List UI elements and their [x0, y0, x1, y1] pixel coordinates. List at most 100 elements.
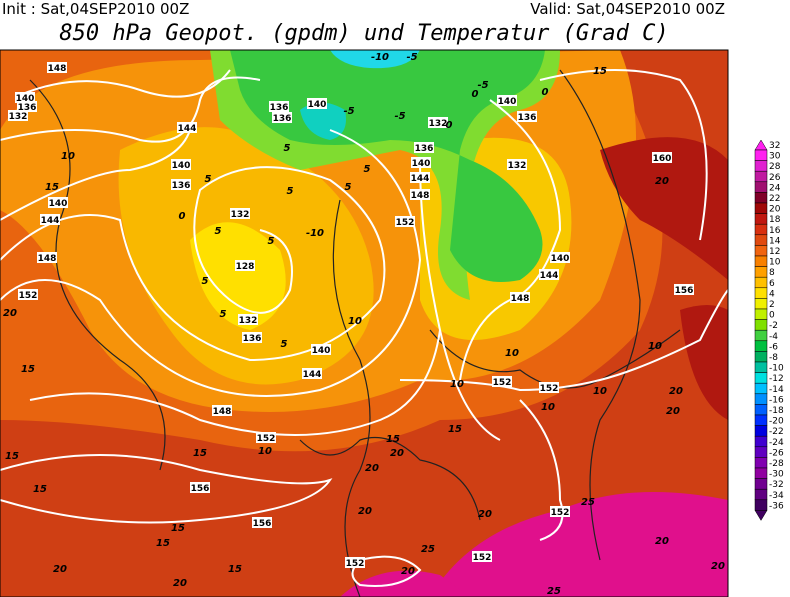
- colorbar-label: -10: [769, 364, 784, 374]
- geopotential-label: 132: [239, 316, 258, 326]
- temperature-label: 5: [215, 226, 222, 237]
- temperature-label: -5: [406, 52, 417, 63]
- temperature-label: 20: [711, 561, 725, 572]
- temperature-label: 0: [179, 211, 186, 222]
- temperature-label: -5: [394, 111, 405, 122]
- geopotential-label-box: [171, 179, 191, 190]
- geopotential-label: 148: [411, 191, 430, 201]
- temperature-label: 5: [364, 164, 371, 175]
- geopotential-label-box: [307, 98, 327, 109]
- temperature-label: 15: [228, 564, 242, 575]
- geopotential-label: 132: [231, 210, 250, 220]
- geopotential-label: 144: [411, 174, 430, 184]
- temperature-label: 15: [386, 434, 400, 445]
- colorbar-swatch: [754, 192, 768, 204]
- map-title: 850 hPa Geopot. (gpdm) und Temperatur (G…: [59, 21, 668, 46]
- colorbar-swatch: [754, 213, 768, 225]
- geopotential-label: 136: [415, 144, 434, 154]
- geopotential-label-box: [242, 332, 262, 343]
- colorbar-swatch: [754, 393, 768, 405]
- geopotential-label: 156: [191, 484, 210, 494]
- geopotential-label: 144: [41, 216, 60, 226]
- colorbar-label: -2: [769, 321, 778, 331]
- geopotential-label: 152: [540, 384, 559, 394]
- temperature-label: 20: [390, 448, 404, 459]
- colorbar-swatch: [754, 382, 768, 395]
- colorbar-label: -30: [769, 470, 784, 480]
- colorbar-swatch: [754, 404, 768, 416]
- colorbar-label: -26: [769, 448, 784, 458]
- colorbar-label: -28: [769, 459, 784, 469]
- geopotential-label: 128: [236, 262, 255, 272]
- geopotential-label-box: [269, 101, 289, 112]
- temperature-label: 5: [268, 236, 275, 247]
- colorbar-swatch: [754, 181, 768, 193]
- temperature-label: 15: [21, 364, 35, 375]
- temperature-label: 10: [450, 379, 464, 390]
- geopotential-label-box: [17, 101, 37, 112]
- temperature-label: 15: [593, 66, 607, 77]
- geopotential-label: 132: [429, 119, 448, 129]
- geopotential-label-box: [230, 208, 250, 219]
- temperature-label: 5: [284, 143, 291, 154]
- colorbar-label: -22: [769, 427, 784, 437]
- colorbar-swatch: [754, 234, 768, 246]
- geopotential-label: 156: [675, 286, 694, 296]
- temperature-label: 20: [358, 506, 372, 517]
- colorbar-label: 28: [769, 162, 781, 172]
- colorbar-swatch: [754, 414, 768, 426]
- temperature-label: 20: [401, 566, 415, 577]
- colorbar-label: 24: [769, 183, 781, 193]
- geopotential-label-box: [311, 344, 331, 355]
- temperature-label: -10: [306, 228, 324, 239]
- colorbar-swatch: [754, 446, 768, 458]
- geopotential-label: 152: [257, 434, 276, 444]
- geopotential-label: 136: [518, 113, 537, 123]
- temperature-label: 25: [581, 497, 595, 508]
- colorbar-label: -14: [769, 385, 784, 395]
- geopotential-label-box: [235, 260, 255, 271]
- valid-time: Valid: Sat,04SEP2010 00Z: [530, 0, 725, 18]
- temperature-label: 20: [655, 536, 669, 547]
- geopotential-label-box: [652, 152, 672, 163]
- geopotential-label-box: [550, 506, 570, 517]
- colorbar-swatch: [754, 149, 768, 161]
- geopotential-label: 140: [16, 94, 35, 104]
- geopotential-label: 136: [270, 103, 289, 113]
- colorbar-swatch: [754, 223, 768, 236]
- geopotential-label-box: [171, 159, 191, 170]
- colorbar-label: 8: [769, 268, 775, 278]
- geopotential-label-box: [238, 314, 258, 325]
- colorbar-label: 30: [769, 152, 781, 162]
- temperature-label: 10: [348, 316, 362, 327]
- temperature-label: 20: [655, 176, 669, 187]
- colorbar-label: 4: [769, 289, 775, 299]
- map-frame: [0, 49, 729, 597]
- geopotential-label: 152: [473, 553, 492, 563]
- geopotential-label-box: [507, 159, 527, 170]
- colorbar-label: 20: [769, 205, 781, 215]
- temperature-label: 20: [3, 308, 17, 319]
- contour-labels: 1481401361321441401361401441321281321361…: [3, 52, 725, 597]
- colorbar-label: 26: [769, 173, 781, 183]
- colorbar-label: -36: [769, 501, 784, 511]
- geopotential-label: 140: [412, 159, 431, 169]
- colorbar-label: 2: [769, 300, 775, 310]
- geopotential-label: 152: [346, 559, 365, 569]
- colorbar-swatch: [754, 276, 768, 289]
- temperature-label: 20: [478, 509, 492, 520]
- colorbar-label: 10: [769, 258, 781, 268]
- colorbar-label: 22: [769, 194, 780, 204]
- geopotential-label: 136: [172, 181, 191, 191]
- geopotential-label-box: [8, 110, 28, 121]
- temperature-label: 25: [421, 544, 435, 555]
- colorbar-label: 14: [769, 236, 781, 246]
- geopotential-label-box: [48, 197, 68, 208]
- geopotential-label: 148: [48, 64, 67, 74]
- temperature-label: 10: [593, 386, 607, 397]
- geopotential-label-box: [177, 122, 197, 133]
- colorbar-label: -16: [769, 395, 784, 405]
- colorbar-swatch: [754, 488, 768, 501]
- colorbar-swatch: [754, 351, 768, 363]
- geopotential-label-box: [510, 292, 530, 303]
